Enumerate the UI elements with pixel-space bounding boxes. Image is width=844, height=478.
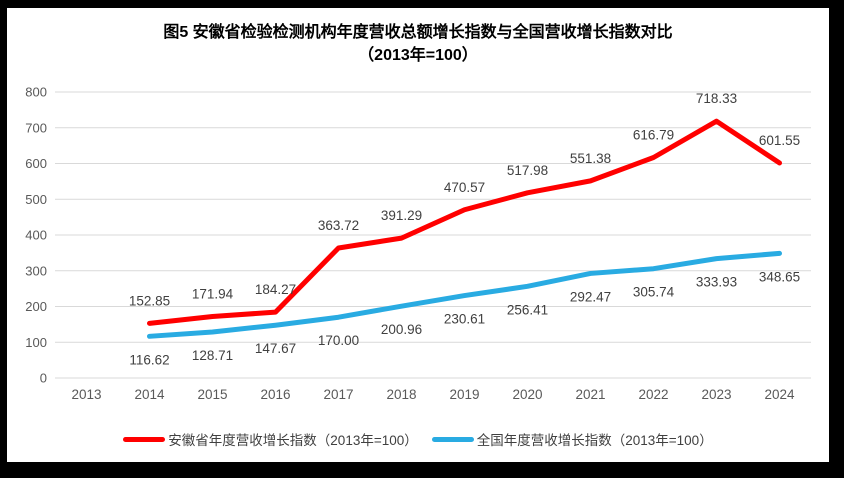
data-label: 200.96 — [381, 322, 422, 337]
data-label: 616.79 — [633, 127, 674, 142]
x-axis-tick-label: 2024 — [764, 387, 795, 402]
data-label: 116.62 — [129, 352, 169, 367]
chart-title-line2: （2013年=100） — [358, 47, 478, 64]
data-label: 718.33 — [696, 91, 737, 106]
data-label: 147.67 — [255, 341, 296, 356]
line-chart-plot-area: 0 100 200 300 400 500 600 700 800 2013 2014 2015 201… — [25, 85, 811, 402]
y-axis-tick-label: 500 — [25, 192, 47, 207]
data-label: 230.61 — [444, 312, 485, 327]
data-label: 517.98 — [507, 163, 548, 178]
x-axis-tick-label: 2014 — [134, 387, 165, 402]
data-label: 348.65 — [759, 269, 800, 284]
data-label: 551.38 — [570, 151, 611, 166]
x-axis-tick-label: 2013 — [71, 387, 101, 402]
data-label: 256.41 — [507, 302, 548, 317]
x-axis-tick-label: 2020 — [512, 387, 542, 402]
y-axis-tick-label: 600 — [25, 156, 47, 171]
data-label: 292.47 — [570, 289, 611, 304]
y-axis-tick-label: 200 — [25, 299, 47, 314]
x-axis-tick-label: 2017 — [323, 387, 353, 402]
chart-title: 图5 安徽省检验检测机构年度营收总额增长指数与全国营收增长指数对比 （2013年… — [7, 21, 829, 67]
data-label: 601.55 — [759, 133, 800, 148]
chart-figure: 图5 安徽省检验检测机构年度营收总额增长指数与全国营收增长指数对比 （2013年… — [7, 8, 829, 462]
chart-title-line1: 图5 安徽省检验检测机构年度营收总额增长指数与全国营收增长指数对比 — [163, 24, 673, 41]
legend-line-swatch — [123, 436, 166, 442]
data-label: 363.72 — [318, 218, 359, 233]
x-axis-tick-label: 2015 — [197, 387, 227, 402]
legend-item: 安徽省年度营收增长指数（2013年=100） — [123, 429, 418, 449]
legend-item: 全国年度营收增长指数（2013年=100） — [431, 429, 713, 449]
data-label: 152.85 — [129, 293, 170, 308]
data-label: 128.71 — [192, 348, 233, 363]
legend-line-swatch — [431, 436, 474, 442]
y-axis-tick-label: 100 — [25, 335, 47, 350]
y-axis-tick-label: 300 — [25, 263, 47, 278]
data-label: 305.74 — [633, 285, 675, 300]
data-label: 170.00 — [318, 333, 359, 348]
chart-legend: 安徽省年度营收增长指数（2013年=100） 全国年度营收增长指数（2013年=1… — [7, 429, 829, 449]
series-line — [147, 250, 782, 339]
legend-label: 全国年度营收增长指数（2013年=100） — [476, 433, 713, 448]
data-label: 470.57 — [444, 180, 485, 195]
legend-label: 安徽省年度营收增长指数（2013年=100） — [168, 433, 418, 448]
x-axis-tick-label: 2016 — [260, 387, 290, 402]
y-axis-tick-label: 800 — [25, 85, 47, 100]
x-axis-tick-label: 2018 — [386, 387, 416, 402]
x-axis-tick-label: 2019 — [449, 387, 479, 402]
data-label: 391.29 — [381, 208, 422, 223]
y-axis-tick-label: 400 — [25, 228, 47, 243]
y-axis-tick-label: 700 — [25, 120, 47, 135]
data-label: 184.27 — [255, 282, 296, 297]
x-axis-tick-label: 2022 — [638, 387, 668, 402]
y-axis-tick-label: 0 — [40, 371, 47, 386]
data-label: 333.93 — [696, 275, 737, 290]
series-line — [147, 118, 782, 326]
x-axis-tick-label: 2023 — [701, 387, 731, 402]
x-axis-tick-label: 2021 — [575, 387, 605, 402]
data-label: 171.94 — [192, 287, 234, 302]
